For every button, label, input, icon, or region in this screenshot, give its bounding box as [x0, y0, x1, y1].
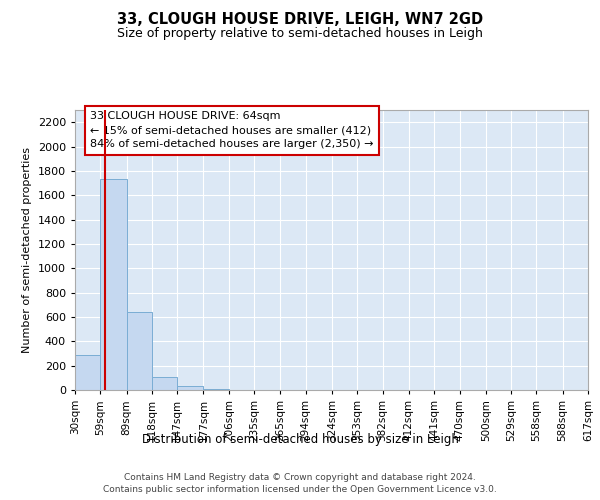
Bar — [127, 312, 152, 390]
Y-axis label: Number of semi-detached properties: Number of semi-detached properties — [22, 147, 32, 353]
Bar — [152, 376, 177, 390]
Text: Distribution of semi-detached houses by size in Leigh: Distribution of semi-detached houses by … — [142, 432, 458, 446]
Text: Contains HM Land Registry data © Crown copyright and database right 2024.: Contains HM Land Registry data © Crown c… — [124, 472, 476, 482]
Text: 33 CLOUGH HOUSE DRIVE: 64sqm
← 15% of semi-detached houses are smaller (412)
84%: 33 CLOUGH HOUSE DRIVE: 64sqm ← 15% of se… — [91, 112, 374, 150]
Text: Contains public sector information licensed under the Open Government Licence v3: Contains public sector information licen… — [103, 485, 497, 494]
Bar — [177, 386, 203, 390]
Text: Size of property relative to semi-detached houses in Leigh: Size of property relative to semi-detach… — [117, 28, 483, 40]
Bar — [75, 354, 100, 390]
Text: 33, CLOUGH HOUSE DRIVE, LEIGH, WN7 2GD: 33, CLOUGH HOUSE DRIVE, LEIGH, WN7 2GD — [117, 12, 483, 28]
Bar — [100, 180, 127, 390]
